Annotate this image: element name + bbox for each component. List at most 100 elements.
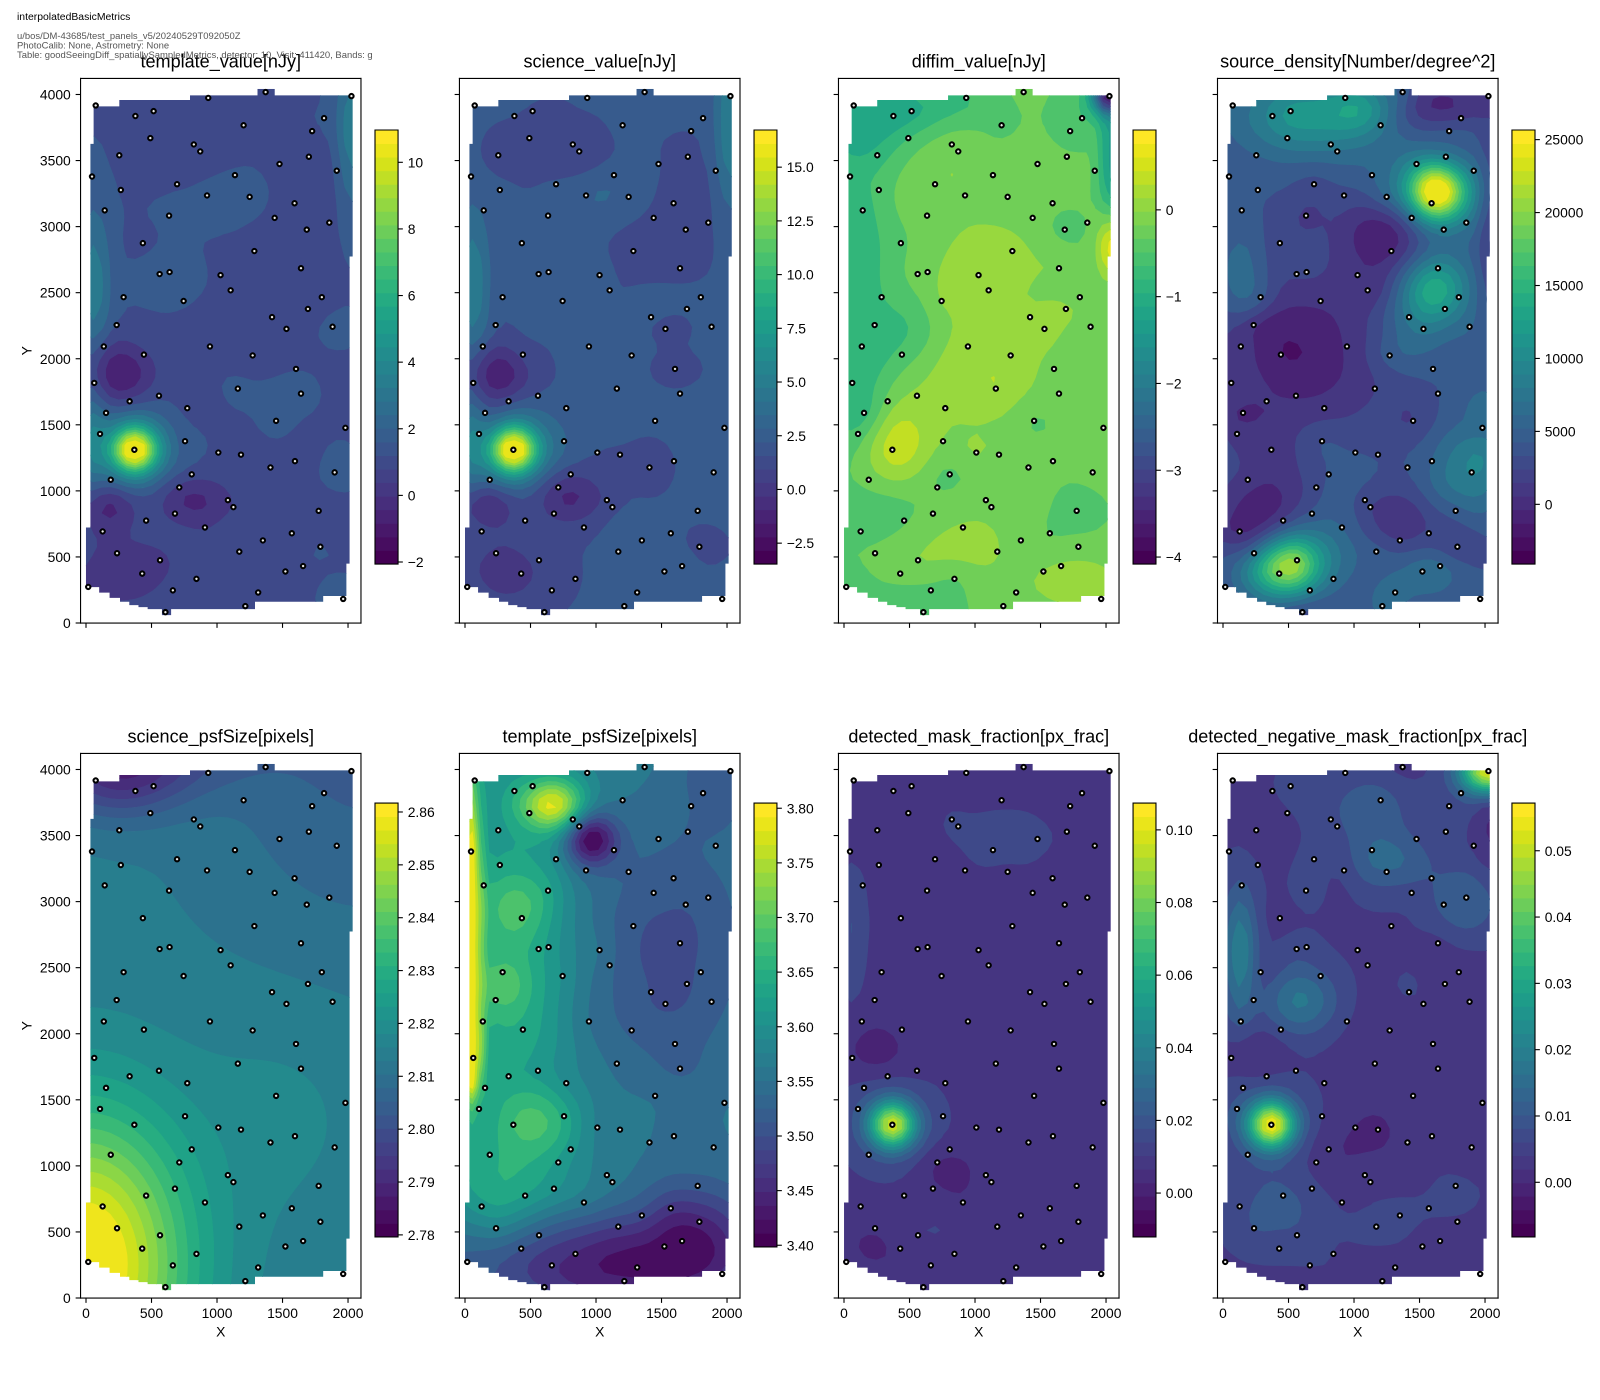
svg-text:0.06: 0.06: [1166, 967, 1193, 983]
svg-text:3500: 3500: [40, 828, 71, 844]
svg-text:500: 500: [898, 1305, 921, 1321]
svg-text:3.75: 3.75: [787, 855, 814, 871]
svg-text:1000: 1000: [581, 1305, 612, 1321]
svg-text:10: 10: [408, 154, 424, 170]
svg-text:0: 0: [1545, 496, 1553, 512]
svg-text:science_value[nJy]: science_value[nJy]: [524, 51, 676, 72]
svg-text:X: X: [216, 1323, 225, 1339]
svg-text:3.70: 3.70: [787, 910, 814, 926]
svg-text:0.01: 0.01: [1545, 1108, 1572, 1124]
svg-text:3.60: 3.60: [787, 1019, 814, 1035]
svg-text:2.81: 2.81: [408, 1068, 435, 1084]
svg-text:interpolatedBasicMetrics: interpolatedBasicMetrics: [17, 12, 130, 23]
svg-text:0: 0: [461, 1305, 469, 1321]
svg-text:−2: −2: [408, 554, 424, 570]
svg-text:−2: −2: [1166, 375, 1182, 391]
svg-text:1000: 1000: [1339, 1305, 1370, 1321]
svg-text:0: 0: [63, 615, 71, 631]
svg-text:3000: 3000: [40, 219, 71, 235]
svg-text:0.02: 0.02: [1166, 1112, 1193, 1128]
svg-text:2.84: 2.84: [408, 910, 435, 926]
svg-text:3.50: 3.50: [787, 1128, 814, 1144]
svg-text:2.79: 2.79: [408, 1174, 435, 1190]
svg-text:science_psfSize[pixels]: science_psfSize[pixels]: [127, 726, 314, 747]
svg-text:−1: −1: [1166, 289, 1182, 305]
svg-text:0.03: 0.03: [1545, 975, 1572, 991]
svg-text:0.04: 0.04: [1545, 909, 1572, 925]
svg-text:500: 500: [519, 1305, 542, 1321]
svg-text:detected_mask_fraction[px_frac: detected_mask_fraction[px_frac]: [848, 726, 1109, 747]
svg-text:template_psfSize[pixels]: template_psfSize[pixels]: [502, 726, 697, 747]
svg-text:2.82: 2.82: [408, 1015, 435, 1031]
svg-text:1500: 1500: [1025, 1305, 1056, 1321]
svg-text:2.5: 2.5: [787, 428, 807, 444]
svg-text:3.45: 3.45: [787, 1183, 814, 1199]
svg-text:Y: Y: [18, 346, 34, 355]
svg-text:10000: 10000: [1545, 350, 1584, 366]
svg-text:1000: 1000: [40, 483, 71, 499]
svg-text:15.0: 15.0: [787, 159, 814, 175]
svg-text:2500: 2500: [40, 960, 71, 976]
svg-text:0.05: 0.05: [1545, 843, 1572, 859]
svg-text:X: X: [595, 1323, 604, 1339]
svg-text:2.86: 2.86: [408, 804, 435, 820]
svg-text:2: 2: [408, 421, 416, 437]
svg-text:4000: 4000: [40, 762, 71, 778]
svg-text:5.0: 5.0: [787, 374, 807, 390]
svg-text:0.04: 0.04: [1166, 1040, 1193, 1056]
svg-text:2000: 2000: [1470, 1305, 1501, 1321]
svg-text:3.80: 3.80: [787, 800, 814, 816]
svg-text:0.00: 0.00: [1166, 1185, 1193, 1201]
svg-text:0.02: 0.02: [1545, 1042, 1572, 1058]
svg-text:3.55: 3.55: [787, 1073, 814, 1089]
svg-text:source_density[Number/degree^2: source_density[Number/degree^2]: [1220, 51, 1495, 72]
svg-text:1500: 1500: [646, 1305, 677, 1321]
svg-text:12.5: 12.5: [787, 213, 814, 229]
svg-text:500: 500: [140, 1305, 163, 1321]
svg-text:2000: 2000: [40, 351, 71, 367]
svg-text:−2.5: −2.5: [787, 535, 815, 551]
svg-text:0.00: 0.00: [1545, 1174, 1572, 1190]
svg-text:1500: 1500: [267, 1305, 298, 1321]
svg-text:2.83: 2.83: [408, 963, 435, 979]
svg-text:2500: 2500: [40, 285, 71, 301]
svg-text:0: 0: [1219, 1305, 1227, 1321]
svg-text:2000: 2000: [1091, 1305, 1122, 1321]
svg-text:500: 500: [1277, 1305, 1300, 1321]
svg-text:4000: 4000: [40, 87, 71, 103]
svg-text:−4: −4: [1166, 549, 1182, 565]
svg-text:4: 4: [408, 354, 416, 370]
svg-text:1000: 1000: [202, 1305, 233, 1321]
svg-text:10.0: 10.0: [787, 267, 814, 283]
svg-text:3500: 3500: [40, 153, 71, 169]
svg-text:1500: 1500: [40, 1092, 71, 1108]
svg-text:Table: goodSeeingDiff_spatiall: Table: goodSeeingDiff_spatiallySampledMe…: [17, 50, 373, 61]
svg-text:3.40: 3.40: [787, 1237, 814, 1253]
svg-text:u/bos/DM-43685/test_panels_v5/: u/bos/DM-43685/test_panels_v5/20240529T0…: [17, 31, 241, 42]
svg-text:20000: 20000: [1545, 205, 1584, 221]
svg-text:−3: −3: [1166, 462, 1182, 478]
svg-text:7.5: 7.5: [787, 320, 807, 336]
svg-text:Y: Y: [18, 1021, 34, 1030]
svg-text:2000: 2000: [333, 1305, 364, 1321]
svg-text:8: 8: [408, 221, 416, 237]
svg-text:25000: 25000: [1545, 132, 1584, 148]
svg-text:1000: 1000: [960, 1305, 991, 1321]
svg-text:2000: 2000: [40, 1026, 71, 1042]
svg-text:1500: 1500: [1404, 1305, 1435, 1321]
svg-text:1000: 1000: [40, 1158, 71, 1174]
svg-text:template_value[nJy]: template_value[nJy]: [140, 51, 301, 72]
svg-text:500: 500: [48, 549, 71, 565]
svg-text:X: X: [974, 1323, 983, 1339]
svg-text:2.85: 2.85: [408, 857, 435, 873]
svg-text:detected_negative_mask_fractio: detected_negative_mask_fraction[px_frac]: [1188, 726, 1527, 747]
svg-text:0: 0: [63, 1290, 71, 1306]
svg-text:2.80: 2.80: [408, 1121, 435, 1137]
svg-text:0.0: 0.0: [787, 481, 807, 497]
svg-text:0.10: 0.10: [1166, 822, 1193, 838]
svg-text:1500: 1500: [40, 417, 71, 433]
svg-text:0: 0: [840, 1305, 848, 1321]
svg-text:3000: 3000: [40, 894, 71, 910]
svg-text:0.08: 0.08: [1166, 895, 1193, 911]
svg-text:500: 500: [48, 1224, 71, 1240]
